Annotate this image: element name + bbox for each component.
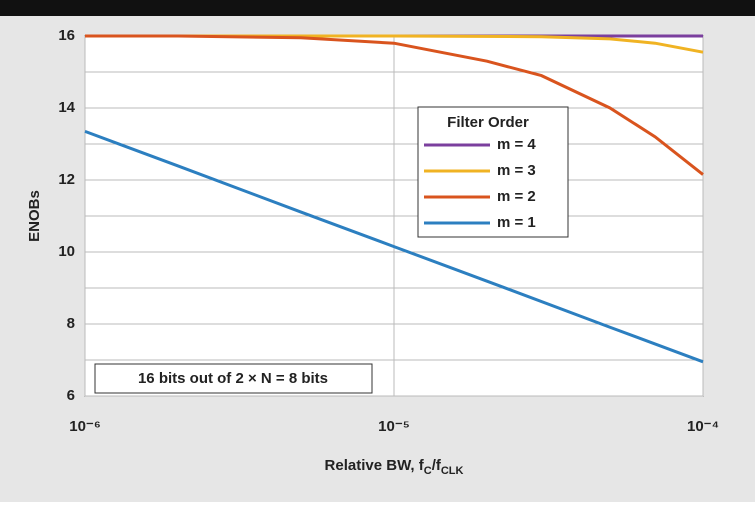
- legend-title: Filter Order: [447, 114, 529, 131]
- x-tick-label: 10⁻⁶: [69, 418, 101, 435]
- annotation: 16 bits out of 2 × N = 8 bits: [138, 370, 328, 387]
- x-tick-label: 10⁻⁴: [687, 418, 719, 435]
- y-tick-label: 16: [58, 27, 75, 44]
- x-axis-label: Relative BW, fC/fCLK: [325, 457, 464, 477]
- series-line: [85, 34, 704, 54]
- y-axis-label: ENOBs: [26, 190, 43, 242]
- top-bar: [0, 0, 755, 16]
- y-tick-label: 14: [58, 99, 75, 116]
- x-axis-label-part: /f: [432, 457, 442, 474]
- y-tick-label: 10: [58, 243, 75, 260]
- y-tick-label: 6: [67, 387, 75, 404]
- x-tick-label: 10⁻⁵: [378, 418, 410, 435]
- y-tick-label: 12: [58, 171, 75, 188]
- legend-label: m = 3: [497, 162, 536, 179]
- y-tick-label: 8: [67, 315, 75, 332]
- legend-label: m = 1: [497, 214, 536, 231]
- legend-label: m = 4: [497, 136, 536, 153]
- x-axis-label-part: Relative BW, f: [325, 457, 425, 474]
- series-line: [85, 34, 704, 176]
- x-axis-label-part: CLK: [441, 465, 464, 477]
- annotation-box: [94, 363, 373, 394]
- x-axis-label-part: C: [424, 465, 432, 477]
- series-line: [84, 129, 704, 364]
- legend-box: [417, 106, 569, 238]
- legend-label: m = 2: [497, 188, 536, 205]
